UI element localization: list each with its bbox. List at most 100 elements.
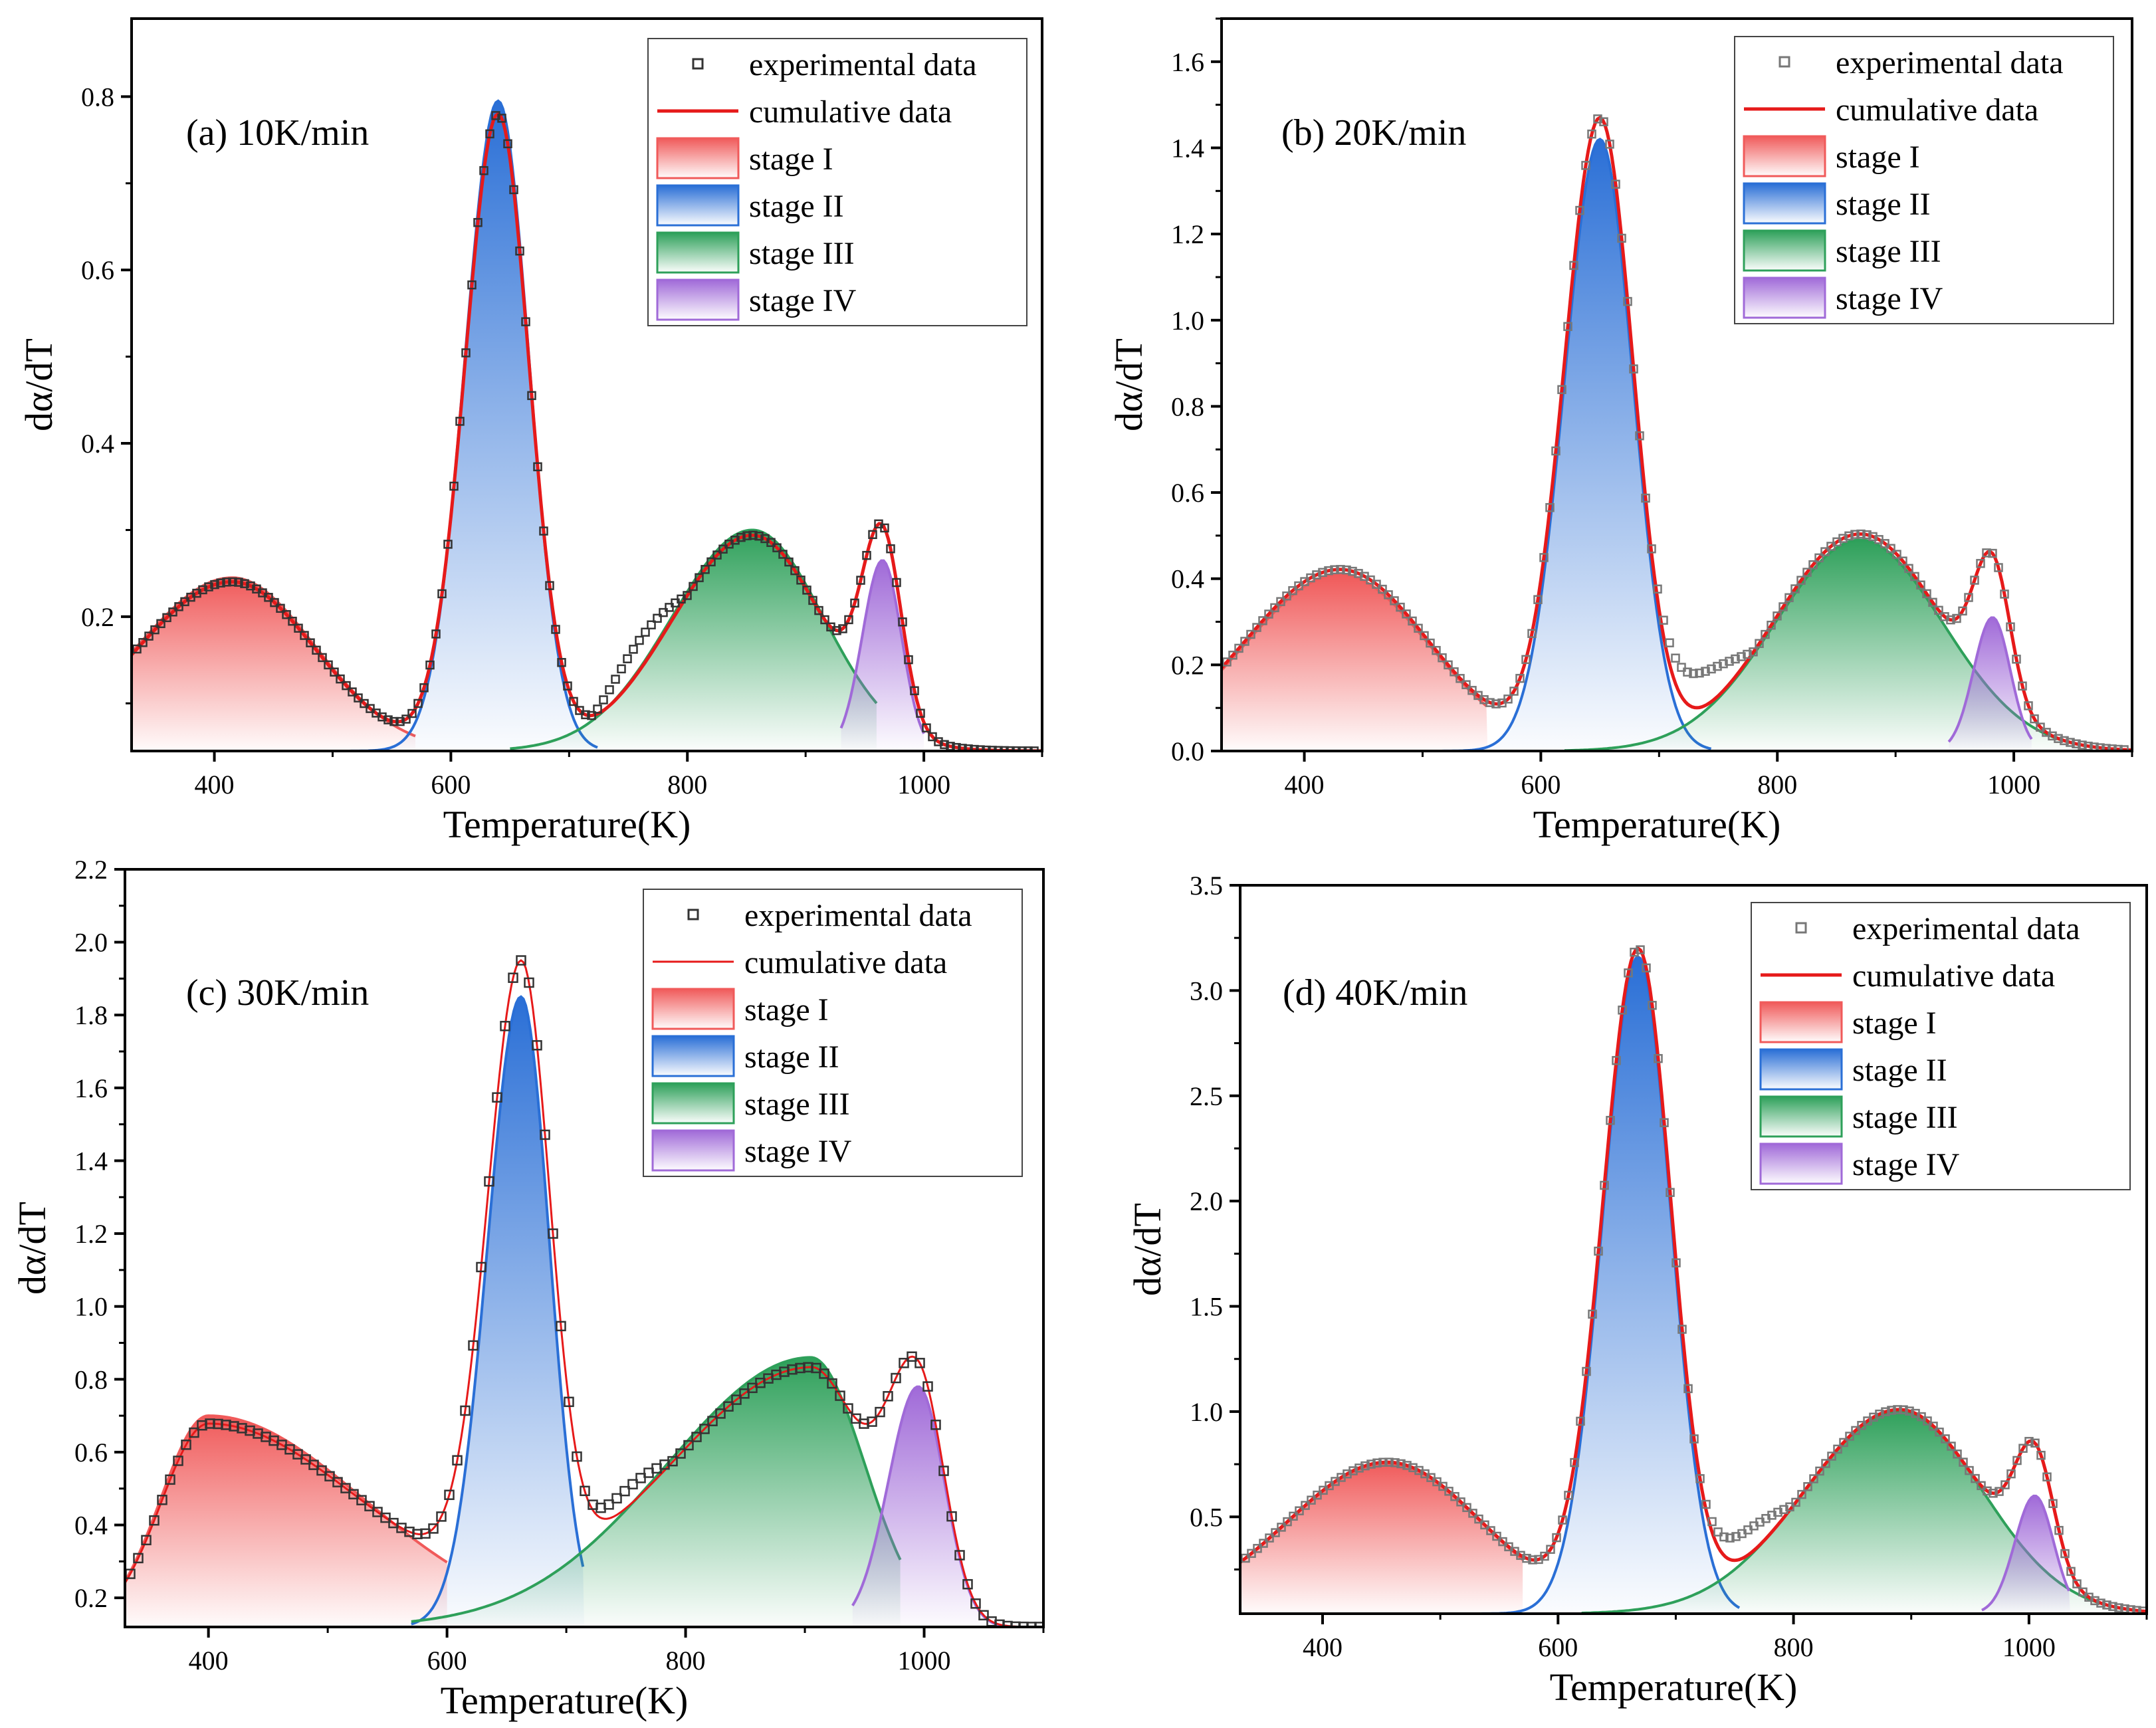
- experimental-point: [736, 532, 746, 542]
- x-tick-label: 800: [666, 1646, 706, 1675]
- experimental-point: [1749, 647, 1758, 657]
- experimental-point: [2066, 738, 2075, 747]
- experimental-point: [282, 609, 291, 619]
- experimental-point: [1695, 668, 1704, 678]
- experimental-point: [838, 624, 847, 633]
- experimental-point: [1480, 1520, 1489, 1530]
- experimental-point: [444, 1489, 455, 1500]
- y-tick-label: 1.4: [1171, 133, 1204, 163]
- y-tick-label: 2.5: [1190, 1081, 1223, 1111]
- legend-swatch-stage-i: [651, 988, 735, 1030]
- experimental-point: [1461, 680, 1471, 689]
- stage-iv-area: [852, 1386, 1008, 1627]
- experimental-point: [742, 531, 752, 540]
- experimental-point: [1689, 1434, 1699, 1444]
- experimental-point: [2078, 1587, 2088, 1597]
- legend: experimental data cumulative data stage I s…: [1751, 902, 2131, 1190]
- experimental-point: [883, 1391, 893, 1402]
- experimental-point: [617, 664, 626, 674]
- experimental-point: [653, 613, 662, 623]
- experimental-point: [1276, 597, 1285, 606]
- experimental-point: [348, 1489, 359, 1499]
- experimental-point: [1546, 1545, 1555, 1554]
- experimental-point: [2000, 1480, 2010, 1489]
- plot-area: [132, 99, 1042, 751]
- experimental-point: [1575, 205, 1584, 215]
- y-tick-label: 0.6: [74, 1438, 108, 1467]
- experimental-point: [850, 598, 859, 608]
- experimental-point: [1713, 1527, 1723, 1537]
- legend-swatch-stage-ii: [1743, 182, 1826, 225]
- y-tick-label: 3.0: [1190, 976, 1223, 1006]
- experimental-point: [1623, 296, 1632, 306]
- experimental-point: [294, 623, 303, 633]
- experimental-point: [564, 1396, 574, 1408]
- chart-panel-2: 400 600 800 1000 0.0 0.2 0.4 0.6 0.8 1.0 1.2 1.4 1.6…: [1107, 17, 2133, 846]
- experimental-data-series: [1222, 114, 2129, 751]
- experimental-point: [922, 1381, 933, 1392]
- experimental-point: [868, 530, 877, 540]
- experimental-point: [336, 674, 345, 684]
- experimental-point: [492, 1092, 502, 1103]
- experimental-point: [814, 605, 823, 615]
- experimental-point: [383, 715, 393, 724]
- experimental-point: [1761, 629, 1770, 639]
- experimental-point: [1767, 620, 1776, 630]
- y-tick-label: 0.8: [81, 82, 114, 112]
- experimental-point: [1313, 1490, 1322, 1500]
- experimental-point: [659, 607, 668, 617]
- experimental-point: [1504, 1542, 1513, 1552]
- experimental-point: [1671, 653, 1680, 663]
- experimental-point: [1378, 584, 1387, 594]
- stage-iii-area: [510, 530, 877, 751]
- experimental-point: [1916, 580, 1925, 590]
- experimental-point: [1265, 1533, 1274, 1543]
- experimental-point: [1486, 1526, 1495, 1535]
- experimental-point: [790, 566, 800, 576]
- experimental-point: [1617, 233, 1626, 243]
- y-tick-label: 1.2: [74, 1219, 108, 1249]
- experimental-point: [366, 704, 375, 713]
- experimental-point: [1360, 1461, 1370, 1471]
- experimental-point: [629, 645, 638, 654]
- legend-label: stage II: [1836, 187, 1931, 222]
- experimental-point: [1941, 1434, 1950, 1444]
- legend-marker-experimental: [692, 58, 704, 70]
- experimental-point: [2024, 701, 2033, 710]
- experimental-data-series: [125, 955, 1043, 1627]
- experimental-point: [1354, 1463, 1364, 1473]
- plot-area: [125, 955, 1043, 1627]
- experimental-point: [1587, 129, 1596, 139]
- experimental-point: [1462, 1503, 1471, 1513]
- experimental-point: [133, 1553, 144, 1564]
- experimental-point: [1922, 589, 1931, 599]
- experimental-point: [1468, 1509, 1477, 1518]
- legend-label: stage IV: [749, 283, 857, 318]
- experimental-point: [2030, 714, 2039, 724]
- experimental-point: [689, 582, 698, 592]
- experimental-point: [1432, 645, 1441, 655]
- experimental-point: [1426, 638, 1435, 648]
- experimental-point: [1833, 1444, 1842, 1454]
- experimental-point: [2107, 744, 2117, 751]
- experimental-point: [1576, 1416, 1585, 1426]
- experimental-point: [1713, 661, 1722, 671]
- experimental-point: [340, 1483, 351, 1493]
- experimental-point: [2024, 1437, 2034, 1446]
- experimental-point: [1319, 1485, 1328, 1495]
- experimental-point: [407, 708, 417, 718]
- experimental-point: [695, 573, 704, 582]
- experimental-point: [1282, 591, 1291, 601]
- x-tick-label: 800: [667, 770, 707, 800]
- experimental-point: [1522, 1553, 1531, 1563]
- experimental-point: [1307, 1495, 1316, 1505]
- experimental-point: [532, 1040, 542, 1051]
- y-tick-label: 1.0: [74, 1292, 108, 1322]
- experimental-point: [796, 576, 806, 585]
- experimental-point: [1851, 1426, 1860, 1436]
- experimental-point: [1971, 1473, 1980, 1483]
- experimental-point: [970, 1598, 981, 1609]
- experimental-point: [1839, 1438, 1848, 1448]
- experimental-point: [1797, 1489, 1806, 1499]
